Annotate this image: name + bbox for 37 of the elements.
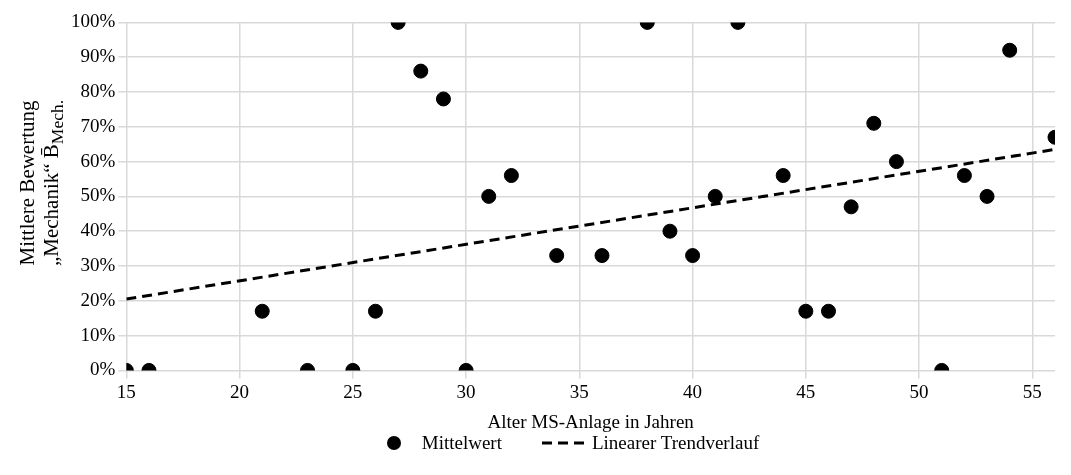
x-tick-label: 45 [796,380,816,402]
point [775,168,791,184]
point [707,188,723,204]
y-tick-label: 70% [80,114,116,136]
y-tick-label: 50% [80,184,116,206]
point [503,168,519,184]
y-tick-label: 100% [71,10,116,32]
point [979,188,995,204]
y-tick-label: 80% [80,79,116,101]
x-tick-label: 40 [683,380,703,402]
point [843,199,859,215]
x-tick-label: 25 [343,380,363,402]
legend-label: Linearer Trendverlauf [591,432,760,454]
point [956,168,972,184]
point [435,91,451,107]
y-tick-label: 60% [80,149,116,171]
point [888,154,904,170]
y-tick-label: 90% [80,45,116,67]
x-tick-label: 20 [230,380,250,402]
point [866,115,882,131]
point [549,248,565,264]
x-tick-label: 15 [116,380,136,402]
x-tick-label: 50 [909,380,929,402]
legend-label: Mittelwert [421,432,502,454]
y-tick-label: 40% [80,219,116,241]
x-axis-title: Alter MS-Anlage in Jahren [487,410,695,432]
x-tick-label: 35 [569,380,589,402]
y-tick-label: 0% [90,358,116,380]
point [594,248,610,264]
y-tick-label: 30% [80,253,116,275]
point [662,223,678,239]
y-tick-label: 20% [80,288,116,310]
x-tick-label: 55 [1022,380,1042,402]
y-tick-label: 10% [80,323,116,345]
point [685,248,701,264]
point [481,188,497,204]
x-tick-label: 30 [456,380,476,402]
